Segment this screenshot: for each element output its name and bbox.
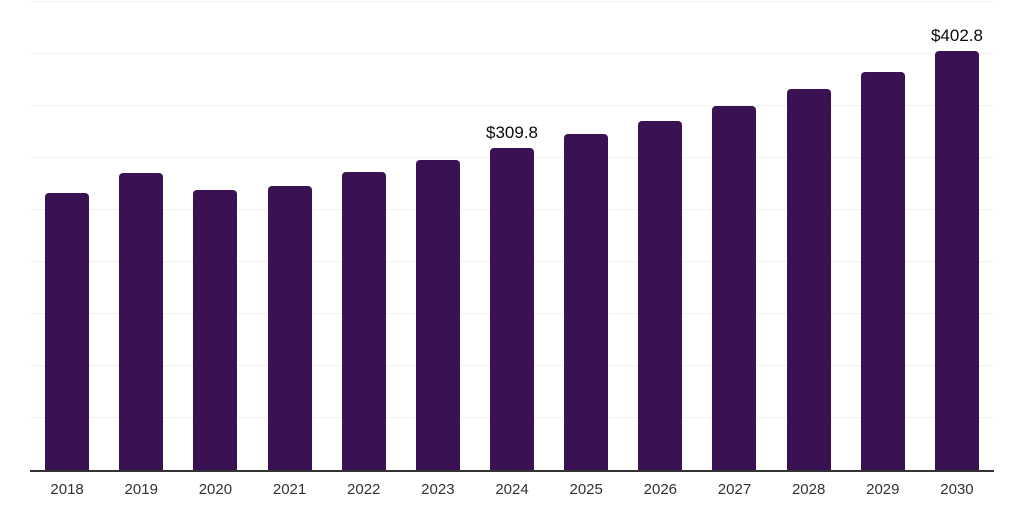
bar-2024 xyxy=(490,147,535,470)
bars-container: $309.8 $402.8 xyxy=(30,2,994,470)
bar-2026 xyxy=(638,120,683,470)
plot-area: $309.8 $402.8 xyxy=(30,1,994,472)
bar-2027 xyxy=(712,106,757,470)
gridline xyxy=(30,105,994,106)
bar-column: $309.8 xyxy=(475,2,549,470)
bar-column xyxy=(772,2,846,470)
gridline xyxy=(30,53,994,54)
bar-column xyxy=(30,2,104,470)
bar-column xyxy=(252,2,326,470)
x-tick-label: 2026 xyxy=(643,481,678,498)
x-tick-label: 2018 xyxy=(50,481,84,498)
bar-column: $402.8 xyxy=(920,2,994,470)
bar-column xyxy=(327,2,401,470)
x-tick-label: 2024 xyxy=(495,481,529,498)
x-tick-label: 2021 xyxy=(272,481,307,498)
bar-2023 xyxy=(415,159,460,470)
bar-column xyxy=(178,2,252,470)
x-tick-label: 2027 xyxy=(717,481,752,498)
bar-2019 xyxy=(119,173,164,470)
bar-2020 xyxy=(193,189,238,470)
bar-2021 xyxy=(267,185,312,470)
bar-2029 xyxy=(860,72,905,470)
x-axis-line xyxy=(30,470,994,472)
x-tick-label: 2029 xyxy=(866,481,900,498)
gridline xyxy=(30,1,994,2)
bar-value-label: $309.8 xyxy=(486,122,539,142)
bar-column xyxy=(104,2,178,470)
x-tick-label: 2030 xyxy=(940,481,974,498)
bar-column xyxy=(623,2,697,470)
bar-column xyxy=(549,2,623,470)
x-tick-label: 2022 xyxy=(347,481,381,498)
x-tick-label: 2019 xyxy=(124,481,158,498)
x-tick-label: 2025 xyxy=(569,481,603,498)
bar-2018 xyxy=(45,192,90,470)
x-tick-label: 2023 xyxy=(421,481,455,498)
x-tick-label: 2020 xyxy=(198,481,233,498)
bar-2025 xyxy=(564,133,609,470)
bar-column xyxy=(697,2,771,470)
bar-column xyxy=(846,2,920,470)
x-tick-label: 2028 xyxy=(791,481,826,498)
bar-value-label: $402.8 xyxy=(930,26,983,46)
x-axis-labels: 2018 2019 2020 2021 2022 2023 2024 2025 2026 2027… xyxy=(30,480,994,500)
bar-2028 xyxy=(786,88,831,470)
bar-column xyxy=(401,2,475,470)
bar-2030 xyxy=(934,51,979,470)
bar-2022 xyxy=(341,172,386,470)
